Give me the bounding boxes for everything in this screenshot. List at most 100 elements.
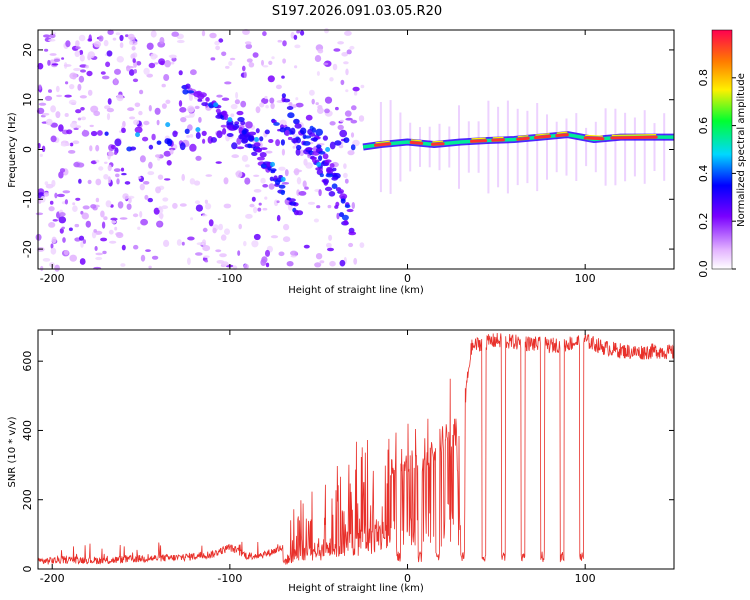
- heatmap-band-cell: [259, 136, 264, 142]
- heatmap-cell: [45, 183, 54, 189]
- heatmap-cell: [215, 45, 221, 51]
- heatmap-band-cell: [130, 146, 137, 151]
- heatmap-cell: [95, 256, 103, 261]
- heatmap-cell: [294, 65, 298, 69]
- heatmap-cell: [337, 41, 344, 45]
- heatmap-cell: [38, 102, 47, 106]
- heatmap-cell: [85, 220, 92, 228]
- heatmap-cell: [215, 161, 222, 164]
- heatmap-cell: [230, 113, 235, 118]
- heatmap-striation: [555, 121, 558, 173]
- heatmap-cell: [163, 239, 170, 247]
- heatmap-cell: [281, 75, 285, 79]
- y-tick-label: 200: [21, 489, 34, 510]
- heatmap-cell: [44, 95, 53, 101]
- heatmap-band-cell: [311, 127, 316, 133]
- heatmap-cell: [181, 173, 185, 182]
- heatmap-ridge-cell: [247, 143, 253, 149]
- heatmap-cell: [220, 124, 227, 128]
- heatmap-cell: [116, 232, 124, 239]
- heatmap-cell: [87, 51, 96, 59]
- heatmap-cell: [229, 57, 236, 61]
- heatmap-cell: [295, 102, 304, 108]
- heatmap-striation: [458, 105, 460, 189]
- heatmap-striation: [565, 118, 568, 176]
- heatmap-cell: [148, 161, 153, 169]
- heatmap-cell: [293, 168, 300, 176]
- colorbar-ticks: 0.0 0.2 0.4 0.6 0.8: [697, 69, 736, 278]
- heatmap-cell: [286, 261, 294, 267]
- heatmap-peak-cell: [280, 176, 286, 182]
- heatmap-cell: [221, 97, 230, 101]
- heatmap-cell: [75, 40, 80, 47]
- heatmap-peak-cell: [270, 161, 275, 167]
- heatmap-cell: [44, 48, 49, 52]
- heatmap-striation: [409, 122, 412, 172]
- heatmap-cell: [87, 38, 93, 42]
- heatmap-band-cell: [142, 136, 149, 142]
- heatmap-cell: [45, 118, 53, 126]
- heatmap-ridge-cell: [346, 208, 354, 213]
- heatmap-cell: [270, 102, 275, 110]
- heatmap-cell: [51, 236, 57, 244]
- heatmap-cell: [260, 258, 267, 266]
- heatmap-cell: [260, 177, 266, 184]
- y-tick-label: 400: [21, 420, 34, 441]
- heatmap-cell: [79, 49, 84, 56]
- streak-hot-segment: [533, 134, 552, 140]
- heatmap-cell: [47, 59, 51, 66]
- heatmap-ridge-cell: [296, 144, 302, 151]
- heatmap-cell: [50, 122, 58, 128]
- heatmap-cell: [343, 163, 347, 170]
- streak-edge: [432, 140, 444, 143]
- heatmap-cell: [139, 211, 143, 218]
- heatmap-cell: [333, 48, 341, 52]
- heatmap-cell: [98, 166, 104, 171]
- heatmap-cell: [78, 178, 82, 184]
- heatmap-cell: [132, 213, 139, 218]
- heatmap-cell: [79, 95, 87, 99]
- heatmap-cell: [74, 50, 81, 57]
- x-tick-label: -100: [217, 272, 242, 285]
- heatmap-cell: [315, 253, 323, 260]
- heatmap-cell: [91, 231, 97, 239]
- streak-hot-segment: [516, 136, 530, 141]
- heatmap-cell: [48, 89, 52, 93]
- heatmap-ridge-cell: [197, 98, 203, 102]
- streak-edge: [517, 135, 529, 138]
- heatmap-cell: [49, 53, 57, 56]
- heatmap-cell: [348, 242, 354, 248]
- heatmap-cell: [178, 70, 183, 76]
- heatmap-cell: [87, 89, 93, 96]
- heatmap-cell: [353, 257, 358, 265]
- heatmap-cell: [131, 46, 136, 51]
- heatmap-cell: [318, 189, 322, 197]
- heatmap-cell: [143, 67, 150, 75]
- heatmap-cell: [205, 174, 213, 177]
- heatmap-cell: [220, 234, 227, 241]
- streak-hot-segment: [430, 142, 445, 146]
- heatmap-cell: [231, 154, 239, 159]
- heatmap-cell: [139, 183, 145, 191]
- heatmap-cell: [108, 150, 112, 156]
- heatmap-cell: [187, 105, 195, 113]
- heatmap-cell: [324, 28, 329, 34]
- heatmap-cell: [95, 144, 100, 152]
- heatmap-ridge-cell: [294, 123, 302, 129]
- heatmap-cell: [59, 228, 64, 234]
- heatmap-cell: [218, 223, 223, 231]
- heatmap-ridge-cell: [325, 173, 334, 178]
- heatmap-cell: [328, 234, 333, 241]
- heatmap-band-cell: [201, 130, 207, 136]
- heatmap-ridge-cell: [334, 205, 339, 209]
- heatmap-cell: [323, 62, 329, 66]
- heatmap-cell: [195, 204, 203, 212]
- heatmap-cell: [139, 89, 144, 95]
- heatmap-cell: [53, 58, 61, 62]
- heatmap-cell: [276, 200, 280, 203]
- heatmap-band-cell: [195, 132, 201, 139]
- heatmap-cell: [179, 107, 187, 113]
- x-tick-label: 0: [404, 272, 411, 285]
- heatmap-cell: [345, 89, 349, 93]
